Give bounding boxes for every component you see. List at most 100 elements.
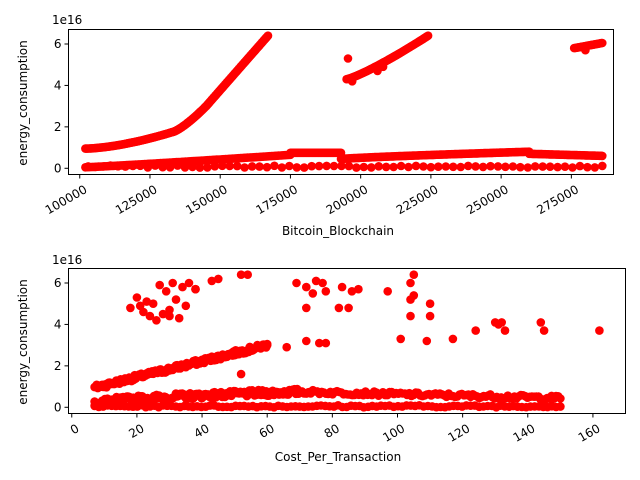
scatter-point bbox=[329, 161, 339, 171]
y-tick-label: 4 bbox=[54, 78, 62, 92]
scatter-point bbox=[598, 38, 607, 48]
scatter-point bbox=[148, 299, 158, 309]
scatter-point bbox=[302, 336, 311, 346]
scatter-point bbox=[493, 162, 503, 171]
scatter-point bbox=[158, 162, 167, 172]
scatter-point bbox=[311, 276, 321, 286]
scatter-point bbox=[409, 270, 419, 280]
scatter-point bbox=[378, 62, 388, 72]
scatter-point bbox=[422, 336, 432, 346]
scatter-point bbox=[337, 161, 346, 171]
scatter-point bbox=[132, 293, 142, 302]
scatter-point bbox=[381, 162, 391, 172]
scatter-point bbox=[155, 280, 164, 290]
y-tick-label: 0 bbox=[54, 161, 62, 175]
scatter-point bbox=[575, 161, 585, 171]
scatter-point bbox=[347, 287, 357, 296]
scatter-point bbox=[359, 162, 369, 172]
scatter-point bbox=[598, 151, 607, 161]
scatter-point bbox=[91, 162, 100, 172]
scatter-point bbox=[344, 161, 354, 171]
scatter-point bbox=[560, 162, 570, 171]
scatter-point bbox=[441, 162, 451, 171]
x-tick-label: 80 bbox=[322, 421, 342, 441]
scatter-point bbox=[347, 77, 357, 86]
scatter-point bbox=[321, 287, 331, 296]
y-tick-label: 2 bbox=[54, 359, 62, 373]
scatter-point bbox=[277, 163, 287, 172]
scatter-point bbox=[406, 278, 415, 288]
scatter-points bbox=[90, 270, 604, 412]
scatter-point bbox=[334, 303, 344, 313]
scatter-point bbox=[181, 301, 191, 311]
scatter-points bbox=[81, 31, 607, 172]
scatter-point bbox=[315, 338, 324, 348]
y-axis-ticks: 0 2 4 6 bbox=[54, 276, 69, 414]
x-axis-label: Cost_Per_Transaction bbox=[275, 450, 401, 464]
scatter-point bbox=[426, 162, 436, 172]
scatter-point bbox=[539, 326, 549, 335]
scatter-point bbox=[406, 311, 415, 321]
scatter-point bbox=[497, 318, 507, 327]
scatter-point bbox=[210, 162, 220, 171]
scatter-point bbox=[247, 162, 257, 171]
scatter-point bbox=[165, 163, 175, 172]
scatter-point bbox=[471, 326, 481, 335]
scatter-point bbox=[374, 162, 384, 171]
scatter-point bbox=[321, 338, 331, 348]
scatter-point bbox=[135, 301, 145, 311]
scatter-point bbox=[396, 334, 406, 344]
scatter-point bbox=[126, 303, 135, 313]
y-tick: 2 bbox=[54, 120, 69, 134]
y-axis-ticks: 0 2 4 6 bbox=[54, 37, 69, 175]
scatter-point bbox=[191, 284, 200, 294]
scatter-point bbox=[389, 162, 398, 172]
scatter-point bbox=[318, 278, 327, 288]
scatter-point bbox=[158, 309, 168, 319]
y-tick: 6 bbox=[54, 37, 69, 51]
scatter-point bbox=[262, 340, 272, 350]
scatter-point bbox=[354, 284, 363, 294]
scatter-point bbox=[292, 278, 301, 288]
y-tick-label: 6 bbox=[54, 37, 62, 51]
scatter-point bbox=[448, 162, 458, 172]
scatter-point bbox=[255, 162, 264, 171]
scatter-point bbox=[270, 161, 279, 171]
scatter-point bbox=[98, 162, 108, 171]
scatter-point bbox=[598, 161, 607, 171]
scatter-point bbox=[583, 162, 592, 172]
scatter-point bbox=[367, 163, 376, 172]
x-tick-label: 40 bbox=[192, 421, 212, 441]
y-tick: 0 bbox=[54, 400, 69, 414]
y-tick: 4 bbox=[54, 78, 69, 92]
scatter-point bbox=[302, 303, 311, 313]
scatter-point bbox=[299, 163, 309, 172]
scatter-point bbox=[425, 311, 435, 321]
y-tick-label: 0 bbox=[54, 400, 62, 414]
scatter-point bbox=[285, 161, 294, 171]
scatter-point bbox=[581, 45, 590, 55]
scatter-point bbox=[150, 161, 160, 170]
y-offset-label: 1e16 bbox=[52, 13, 82, 27]
scatter-point bbox=[568, 163, 577, 172]
scatter-point bbox=[500, 326, 510, 335]
y-tick: 2 bbox=[54, 359, 69, 373]
scatter-point bbox=[516, 162, 525, 172]
scatter-point bbox=[207, 276, 217, 286]
x-axis-ticks: 0 20 40 60 80 100 120 140 160 bbox=[68, 413, 603, 445]
scatter-point bbox=[225, 161, 234, 171]
x-tick: 60 bbox=[257, 413, 277, 441]
scatter-point bbox=[174, 313, 184, 323]
scatter-point bbox=[322, 161, 331, 171]
scatter-point bbox=[343, 54, 353, 63]
scatter-point bbox=[425, 299, 435, 309]
y-axis-label: energy_consumption bbox=[16, 279, 30, 405]
scatter-point bbox=[536, 318, 546, 327]
scatter-point bbox=[173, 161, 182, 170]
plot-frame bbox=[68, 268, 626, 414]
scatter-point bbox=[404, 162, 413, 172]
scatter-point bbox=[240, 163, 249, 172]
scatter-point bbox=[121, 162, 130, 171]
scatter-point bbox=[538, 162, 547, 171]
